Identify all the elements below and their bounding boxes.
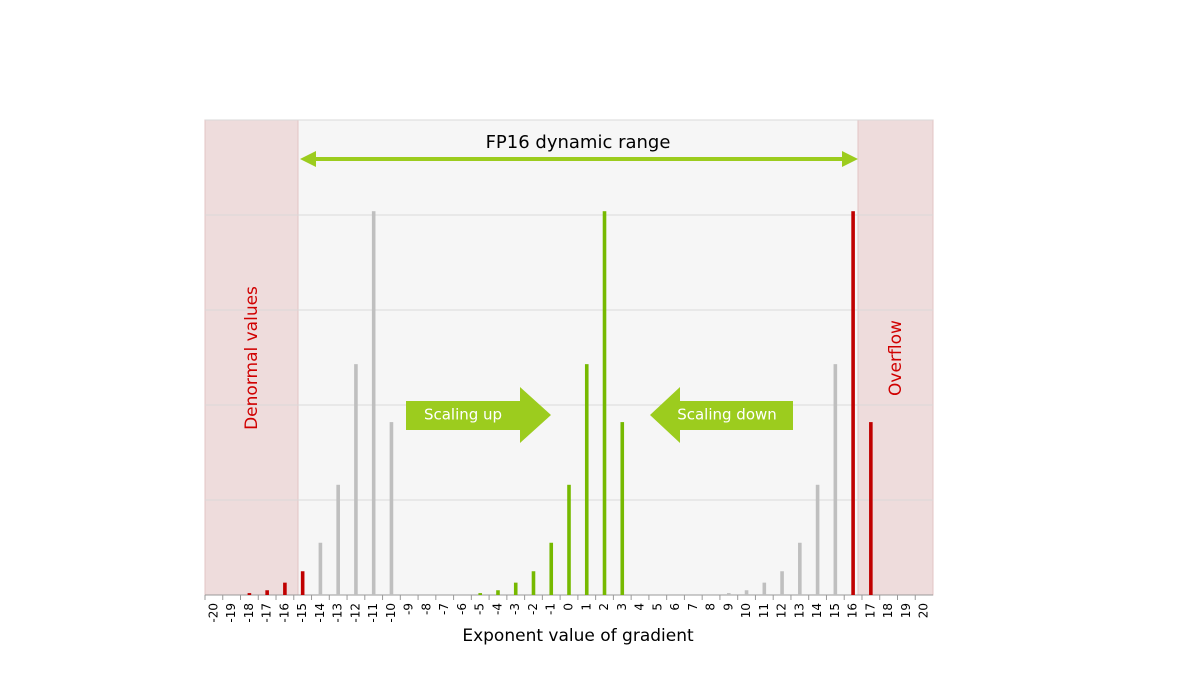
bar xyxy=(354,364,358,595)
bars xyxy=(247,211,873,595)
bar xyxy=(371,211,376,595)
overflow-label: Overflow xyxy=(886,320,906,396)
bar xyxy=(478,593,483,595)
bar xyxy=(389,422,394,595)
x-tick-label: 15 xyxy=(828,603,842,618)
bar xyxy=(851,211,855,595)
bar xyxy=(496,590,500,595)
x-tick-label: -20 xyxy=(206,603,220,623)
bar xyxy=(869,422,873,595)
x-tick-label: -11 xyxy=(366,603,380,623)
scaling-up-arrow xyxy=(406,387,551,443)
x-tick-label: -10 xyxy=(384,603,398,623)
x-tick-label: -1 xyxy=(544,603,558,615)
bar xyxy=(549,542,554,595)
x-tick-label: -9 xyxy=(402,603,416,615)
bar xyxy=(283,582,287,595)
bar xyxy=(531,571,536,595)
x-tick-label: 2 xyxy=(597,603,611,611)
x-tick-label: -13 xyxy=(331,603,345,623)
denormal-label: Denormal values xyxy=(242,286,262,430)
bar xyxy=(815,484,820,595)
range-arrow xyxy=(300,151,858,167)
bar xyxy=(584,364,589,595)
x-tick-label: 19 xyxy=(899,603,913,618)
x-tick-label: 11 xyxy=(757,603,771,618)
x-tick-label: 9 xyxy=(721,603,735,611)
x-tick-label: -2 xyxy=(526,603,540,615)
x-tick-label: 1 xyxy=(579,603,593,611)
x-tick-label: 14 xyxy=(810,603,824,618)
x-tick-label: -12 xyxy=(348,603,362,623)
bar xyxy=(300,571,305,595)
bar xyxy=(762,582,767,595)
x-tick-label: 20 xyxy=(917,603,931,618)
bar xyxy=(247,593,252,595)
x-tick-label: 18 xyxy=(881,603,895,618)
bar xyxy=(780,571,784,595)
bar xyxy=(513,582,518,595)
scaling-up-label: Scaling up xyxy=(424,406,502,424)
x-tick-label: -4 xyxy=(490,603,504,615)
x-tick-label: -3 xyxy=(508,603,522,615)
bar xyxy=(336,484,340,595)
x-tick-label: 6 xyxy=(668,603,682,611)
x-tick-label: -16 xyxy=(277,603,291,623)
x-ticks: -20 -19 -18 -17 -16 -15 -14 -13 -12 -11 -10 -9 -8 -7-… xyxy=(204,595,931,623)
x-tick-label: -19 xyxy=(224,603,238,623)
bar xyxy=(265,590,269,595)
bar xyxy=(798,542,802,595)
x-tick-label: 13 xyxy=(792,603,806,618)
range-label: FP16 dynamic range xyxy=(486,132,671,153)
scaling-down-label: Scaling down xyxy=(677,406,777,424)
x-tick-label: -8 xyxy=(419,603,433,615)
x-tick-label: -14 xyxy=(313,603,327,623)
x-tick-label: 12 xyxy=(775,603,789,618)
x-tick-label: 16 xyxy=(846,603,860,618)
x-tick-label: 10 xyxy=(739,603,753,618)
bar xyxy=(318,542,323,595)
x-tick-label: 4 xyxy=(633,603,647,611)
x-tick-label: 0 xyxy=(562,603,576,611)
denormal-region xyxy=(204,119,299,596)
bar xyxy=(620,422,625,595)
x-tick-label: -18 xyxy=(242,603,256,623)
x-tick-label: -7 xyxy=(437,603,451,615)
bar xyxy=(567,484,571,595)
x-tick-label: -15 xyxy=(295,603,309,623)
x-tick-label: -5 xyxy=(473,603,487,615)
x-tick-label: -17 xyxy=(260,603,274,623)
x-tick-label: 3 xyxy=(615,603,629,611)
bar xyxy=(727,593,731,595)
x-tick-label: -6 xyxy=(455,603,469,615)
x-tick-label: 7 xyxy=(686,603,700,611)
scaling-down-arrow xyxy=(650,387,793,443)
x-tick-label: 5 xyxy=(650,603,664,611)
x-tick-label: 17 xyxy=(863,603,877,618)
bar xyxy=(833,364,838,595)
bar xyxy=(744,590,749,595)
x-axis-label: Exponent value of gradient xyxy=(462,626,694,646)
bar xyxy=(602,211,607,595)
x-tick-label: 8 xyxy=(704,603,718,611)
